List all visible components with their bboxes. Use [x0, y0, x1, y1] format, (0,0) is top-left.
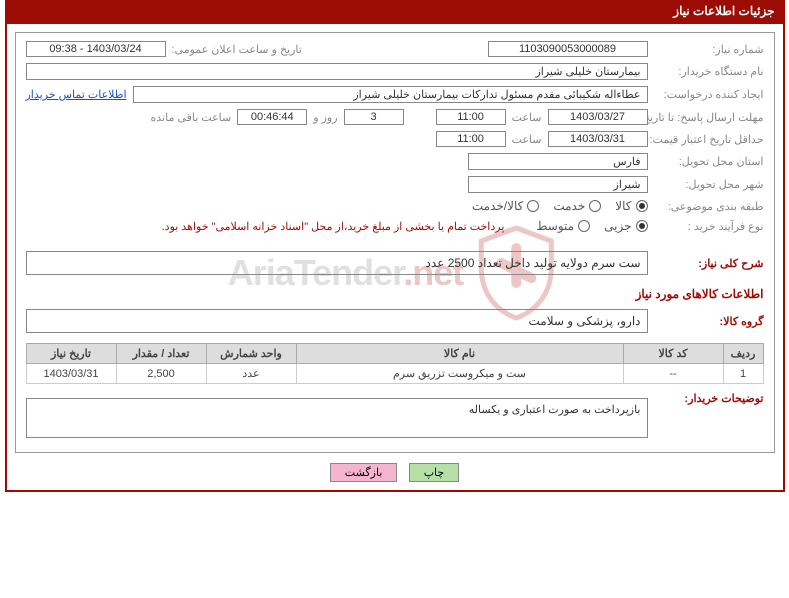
radio-medium[interactable]: متوسط: [536, 219, 590, 233]
th-unit: واحد شمارش: [206, 344, 296, 364]
cell-code: --: [623, 364, 723, 384]
goods-info-title: اطلاعات کالاهای مورد نیاز: [26, 287, 764, 301]
radio-goods[interactable]: کالا: [615, 199, 647, 213]
print-button[interactable]: چاپ: [409, 463, 460, 482]
radio-goods-label: کالا: [615, 199, 631, 213]
buyer-notes-label: توضیحات خریدار:: [654, 392, 764, 405]
cell-row: 1: [723, 364, 763, 384]
th-code: کد کالا: [623, 344, 723, 364]
cell-date: 1403/03/31: [26, 364, 116, 384]
category-label: طبقه بندی موضوعی:: [654, 200, 764, 213]
radio-service[interactable]: خدمت: [553, 199, 601, 213]
goods-table: ردیف کد کالا نام کالا واحد شمارش تعداد /…: [26, 343, 764, 384]
city-label: شهر محل تحویل:: [654, 178, 764, 191]
radio-icon: [527, 200, 539, 212]
buyer-org-value: بیمارستان خلیلی شیراز: [26, 63, 648, 80]
th-qty: تعداد / مقدار: [116, 344, 206, 364]
days-suffix: روز و: [313, 111, 337, 124]
city-value: شیراز: [468, 176, 648, 193]
province-label: استان محل تحویل:: [654, 155, 764, 168]
cell-name: ست و میکروست تزریق سرم: [296, 364, 623, 384]
need-number-value: 1103090053000089: [488, 41, 648, 57]
radio-icon: [578, 220, 590, 232]
button-row: چاپ بازگشت: [15, 463, 775, 482]
cell-unit: عدد: [206, 364, 296, 384]
inner-frame: AriaTender.net شماره نیاز: 1103090053000…: [15, 32, 775, 453]
radio-partial[interactable]: جزیی: [604, 219, 647, 233]
buyer-notes-value: بازپرداخت به صورت اعتباری و یکساله: [26, 398, 648, 438]
cell-qty: 2,500: [116, 364, 206, 384]
validity-time: 11:00: [436, 131, 506, 147]
deadline-send-date: 1403/03/27: [548, 109, 648, 125]
time-label-2: ساعت: [512, 133, 542, 146]
deadline-send-time: 11:00: [436, 109, 506, 125]
radio-icon: [589, 200, 601, 212]
goods-group-label: گروه کالا:: [654, 315, 764, 328]
validity-date: 1403/03/31: [548, 131, 648, 147]
requester-label: ایجاد کننده درخواست:: [654, 88, 764, 101]
back-button[interactable]: بازگشت: [330, 463, 398, 482]
province-value: فارس: [468, 153, 648, 170]
countdown: 00:46:44: [237, 109, 307, 125]
radio-icon: [636, 200, 648, 212]
time-label-1: ساعت: [512, 111, 542, 124]
radio-service-label: خدمت: [553, 199, 585, 213]
goods-group-value: دارو، پزشکی و سلامت: [26, 309, 648, 333]
general-desc-value: ست سرم دولایه تولید داخل تعداد 2500 عدد: [26, 251, 648, 275]
radio-medium-label: متوسط: [536, 219, 574, 233]
countdown-suffix: ساعت باقی مانده: [151, 111, 232, 124]
radio-goods-service-label: کالا/خدمت: [472, 199, 523, 213]
radio-partial-label: جزیی: [604, 219, 631, 233]
outer-frame: AriaTender.net شماره نیاز: 1103090053000…: [5, 22, 785, 492]
validity-label: حداقل تاریخ اعتبار قیمت: تا تاریخ:: [654, 133, 764, 146]
radio-goods-service[interactable]: کالا/خدمت: [472, 199, 539, 213]
general-desc-label: شرح کلی نیاز:: [654, 257, 764, 270]
table-row: 1 -- ست و میکروست تزریق سرم عدد 2,500 14…: [26, 364, 763, 384]
table-header-row: ردیف کد کالا نام کالا واحد شمارش تعداد /…: [26, 344, 763, 364]
process-label: نوع فرآیند خرید :: [654, 220, 764, 233]
th-date: تاریخ نیاز: [26, 344, 116, 364]
th-row: ردیف: [723, 344, 763, 364]
deadline-send-label: مهلت ارسال پاسخ: تا تاریخ:: [654, 111, 764, 124]
announce-label: تاریخ و ساعت اعلان عمومی:: [172, 43, 302, 56]
th-name: نام کالا: [296, 344, 623, 364]
announce-value: 1403/03/24 - 09:38: [26, 41, 166, 57]
page-header: جزئیات اطلاعات نیاز: [5, 0, 785, 22]
need-number-label: شماره نیاز:: [654, 43, 764, 56]
process-note: پرداخت تمام یا بخشی از مبلغ خرید،از محل …: [162, 220, 505, 233]
radio-icon: [636, 220, 648, 232]
requester-value: عطاءاله شکیبائی مقدم مسئول تدارکات بیمار…: [133, 86, 648, 103]
buyer-org-label: نام دستگاه خریدار:: [654, 65, 764, 78]
contact-link[interactable]: اطلاعات تماس خریدار: [26, 88, 127, 101]
days-remaining: 3: [344, 109, 404, 125]
page-title: جزئیات اطلاعات نیاز: [673, 4, 774, 18]
